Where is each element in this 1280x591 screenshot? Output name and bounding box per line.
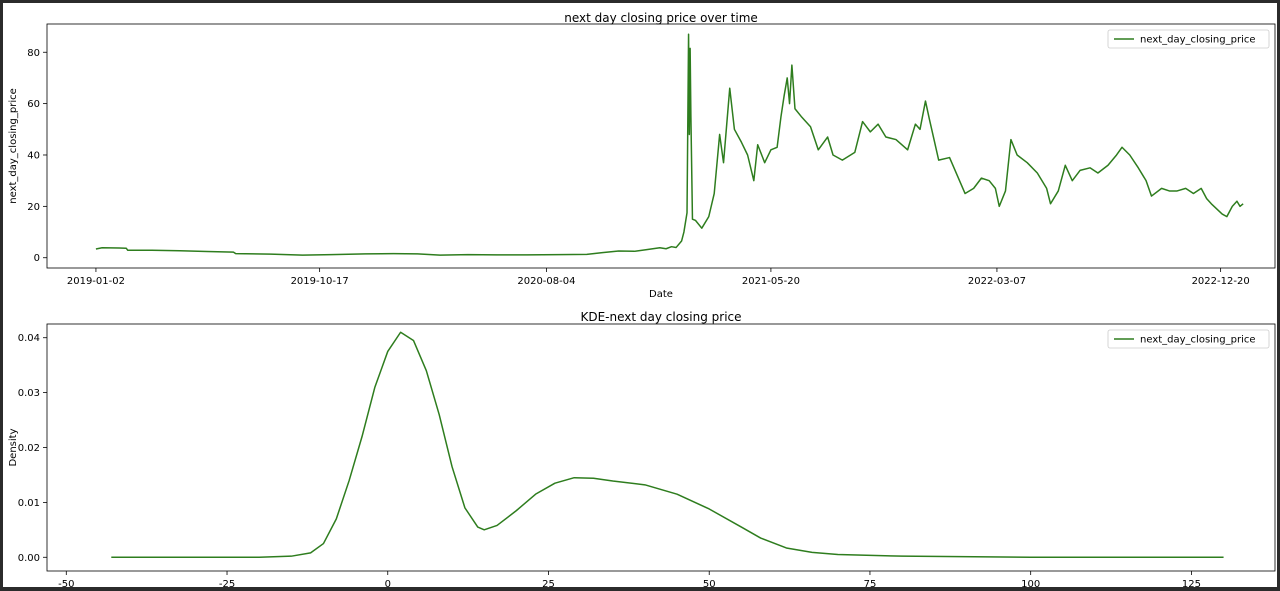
legend-box bbox=[1107, 329, 1270, 349]
axes-frame bbox=[46, 323, 1276, 572]
series-line-next_day_closing_price bbox=[111, 331, 1224, 559]
x-tick-label: 2021-05-20 bbox=[742, 276, 800, 287]
x-tick-label: 25 bbox=[542, 579, 555, 587]
y-tick-label: 0.02 bbox=[18, 443, 40, 454]
y-tick-label: 0.00 bbox=[18, 553, 40, 564]
x-tick-label: 2022-03-07 bbox=[968, 276, 1026, 287]
x-tick-label: 2019-10-17 bbox=[291, 276, 349, 287]
x-tick-label: 100 bbox=[1021, 579, 1040, 587]
x-tick-label: 75 bbox=[864, 579, 877, 587]
axes-frame bbox=[46, 23, 1276, 269]
y-tick-label: 0 bbox=[34, 253, 40, 264]
figure-canvas: next day closing price over time 2019-01-… bbox=[8, 11, 1276, 590]
y-tick-label: 40 bbox=[27, 150, 40, 161]
x-tick-label: -25 bbox=[219, 579, 235, 587]
x-tick-label: 50 bbox=[703, 579, 716, 587]
y-axis-label: Density bbox=[8, 428, 19, 466]
y-tick-label: 0.01 bbox=[18, 498, 40, 509]
x-tick-label: 125 bbox=[1182, 579, 1201, 587]
legend-box bbox=[1107, 29, 1270, 49]
chart-title: KDE-next day closing price bbox=[580, 310, 741, 324]
x-tick-label: -50 bbox=[58, 579, 74, 587]
x-tick-label: 2020-08-04 bbox=[517, 276, 575, 287]
x-tick-label: 2019-01-02 bbox=[67, 276, 125, 287]
kde-chart: KDE-next day closing price -50 -25 0 25 50 75 1… bbox=[8, 310, 1276, 590]
chart-title: next day closing price over time bbox=[564, 11, 758, 25]
legend-label: next_day_closing_price bbox=[1140, 35, 1256, 46]
x-tick-label: 0 bbox=[385, 579, 391, 587]
y-tick-label: 0.03 bbox=[18, 388, 40, 399]
x-axis-label: Date bbox=[649, 289, 673, 300]
price-over-time-chart: next day closing price over time 2019-01-… bbox=[8, 11, 1276, 300]
y-tick-label: 60 bbox=[27, 99, 40, 110]
x-tick-label: 2022-12-20 bbox=[1192, 276, 1250, 287]
y-axis-label: next_day_closing_price bbox=[8, 88, 19, 204]
series-line-next_day_closing_price bbox=[95, 33, 1244, 256]
y-tick-label: 20 bbox=[27, 202, 40, 213]
y-tick-label: 0.04 bbox=[18, 333, 40, 344]
y-tick-label: 80 bbox=[27, 48, 40, 59]
figure-frame: next day closing price over time 2019-01-… bbox=[3, 3, 1277, 590]
legend-label: next_day_closing_price bbox=[1140, 335, 1256, 346]
